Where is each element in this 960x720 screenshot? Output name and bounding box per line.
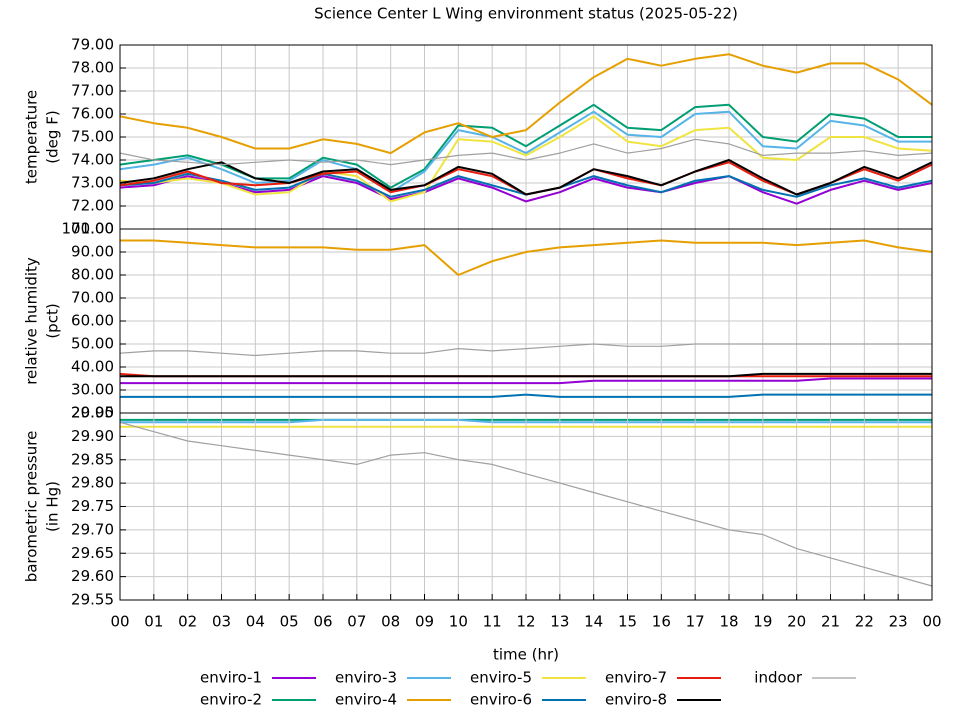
legend-label: enviro-8: [605, 691, 667, 709]
y-tick-label: 90.00: [71, 243, 114, 261]
legend-label: enviro-6: [470, 691, 532, 709]
y-tick-label: 77.00: [71, 82, 114, 100]
x-tick-label: 09: [415, 613, 434, 631]
data-line: [119, 115, 933, 203]
legend-label: enviro-2: [200, 691, 262, 709]
y-tick-label: 29.95: [71, 404, 114, 422]
data-line: [120, 372, 932, 378]
data-line: [120, 239, 933, 276]
legend-label: enviro-1: [200, 669, 262, 687]
x-tick-label: 22: [855, 613, 874, 631]
y-axis-label: (pct): [44, 303, 62, 338]
x-tick-label: 19: [753, 613, 772, 631]
y-tick-label: 30.00: [71, 381, 114, 399]
x-tick-label: 02: [178, 613, 197, 631]
y-tick-label: 78.00: [71, 59, 114, 77]
y-tick-label: 29.60: [71, 567, 114, 585]
legend-label: enviro-4: [335, 691, 397, 709]
y-axis-label: barometric pressure: [23, 431, 41, 583]
x-tick-label: 04: [246, 613, 265, 631]
data-line: [119, 421, 933, 587]
x-tick-label: 21: [821, 613, 840, 631]
x-tick-label: 15: [618, 613, 637, 631]
chart-title: Science Center L Wing environment status…: [314, 5, 738, 23]
x-tick-label: 23: [889, 613, 908, 631]
x-tick-label: 16: [652, 613, 671, 631]
data-line: [120, 393, 932, 398]
x-tick-label: 17: [686, 613, 705, 631]
data-line: [119, 110, 932, 194]
legend-label: indoor: [754, 669, 803, 687]
y-tick-label: 40.00: [71, 358, 114, 376]
y-tick-label: 79.00: [71, 36, 114, 54]
y-tick-label: 29.85: [71, 450, 114, 468]
data-line: [119, 175, 933, 205]
x-tick-label: 05: [280, 613, 299, 631]
x-tick-label: 18: [719, 613, 738, 631]
x-tick-label: 10: [449, 613, 468, 631]
x-tick-label: 07: [347, 613, 366, 631]
data-line: [119, 343, 932, 357]
data-line: [119, 53, 933, 155]
y-tick-label: 80.00: [71, 266, 114, 284]
y-tick-label: 75.00: [71, 128, 114, 146]
y-tick-label: 74.00: [71, 151, 114, 169]
y-axis-label: (in Hg): [44, 481, 62, 532]
legend-label: enviro-5: [470, 669, 532, 687]
y-tick-label: 29.75: [71, 497, 114, 515]
data-line: [119, 159, 933, 196]
data-line: [119, 138, 933, 166]
legend-label: enviro-3: [335, 669, 397, 687]
y-tick-label: 73.00: [71, 174, 114, 192]
y-tick-label: 70.00: [71, 289, 114, 307]
x-tick-label: 08: [381, 613, 400, 631]
x-tick-label: 14: [584, 613, 603, 631]
x-tick-label: 12: [516, 613, 535, 631]
x-tick-label: 13: [550, 613, 569, 631]
y-tick-label: 50.00: [71, 335, 114, 353]
x-tick-label: 00: [922, 613, 941, 631]
y-tick-label: 60.00: [71, 312, 114, 330]
y-axis-label: temperature: [23, 90, 41, 184]
y-tick-label: 72.00: [71, 197, 114, 215]
y-tick-label: 29.70: [71, 520, 114, 538]
y-axis-label: relative humidity: [23, 257, 41, 385]
x-tick-label: 03: [212, 613, 231, 631]
y-tick-label: 20.00: [71, 404, 114, 422]
y-tick-label: 71.00: [71, 220, 114, 238]
y-axis-label: (deg F): [44, 110, 62, 163]
x-tick-label: 06: [313, 613, 332, 631]
y-tick-label: 29.65: [71, 544, 114, 562]
y-tick-label: 100.00: [62, 220, 115, 238]
x-tick-label: 11: [483, 613, 502, 631]
x-tick-label: 20: [787, 613, 806, 631]
x-axis-label: time (hr): [493, 646, 559, 664]
y-tick-label: 29.90: [71, 427, 114, 445]
data-line: [120, 377, 932, 385]
x-tick-label: 00: [110, 613, 129, 631]
legend-label: enviro-7: [605, 669, 667, 687]
y-tick-label: 29.80: [71, 474, 114, 492]
y-tick-label: 29.55: [71, 591, 114, 609]
y-tick-label: 76.00: [71, 105, 114, 123]
x-tick-label: 01: [144, 613, 163, 631]
